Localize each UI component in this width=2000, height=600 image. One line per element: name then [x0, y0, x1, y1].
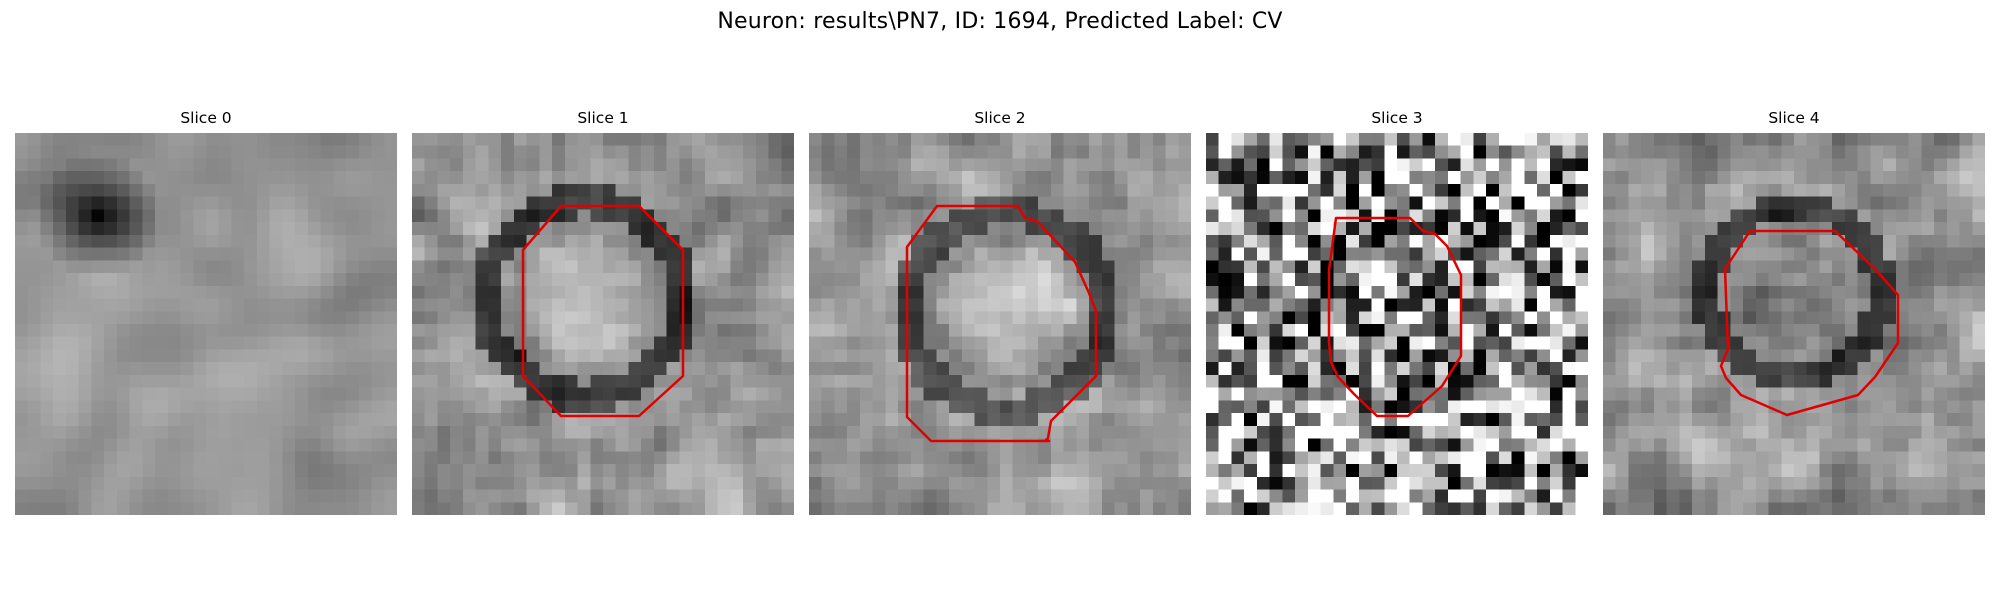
grayscale-image-4 — [1603, 133, 1985, 515]
segmentation-contour-4 — [1719, 229, 1900, 417]
slice-image-1 — [412, 133, 794, 515]
slice-title-4: Slice 4 — [1768, 109, 1820, 127]
slice-title-3: Slice 3 — [1371, 109, 1423, 127]
figure-title: Neuron: results\PN7, ID: 1694, Predicted… — [717, 9, 1283, 34]
slice-panel-1: Slice 1 — [412, 108, 794, 515]
contour-overlay-4 — [1719, 229, 1900, 417]
grayscale-image-3 — [1206, 133, 1588, 515]
slice-image-2 — [809, 133, 1191, 515]
slice-title-0: Slice 0 — [180, 109, 232, 127]
slice-image-0 — [15, 133, 397, 515]
grayscale-image-1 — [412, 133, 794, 515]
slice-panel-2: Slice 2 — [809, 108, 1191, 515]
slice-title-2: Slice 2 — [974, 109, 1026, 127]
slice-panel-0: Slice 0 — [15, 108, 397, 515]
segmentation-contour-3 — [1327, 216, 1463, 418]
grayscale-image-0 — [15, 133, 397, 515]
slice-panel-4: Slice 4 — [1603, 108, 1985, 515]
contour-overlay-3 — [1327, 216, 1463, 418]
slice-image-4 — [1603, 133, 1985, 515]
slice-panel-3: Slice 3 — [1206, 108, 1588, 515]
segmentation-contour-1 — [521, 204, 685, 418]
grayscale-image-2 — [809, 133, 1191, 515]
slice-title-1: Slice 1 — [577, 109, 629, 127]
contour-overlay-1 — [521, 204, 685, 418]
segmentation-contour-2 — [905, 204, 1098, 443]
slice-image-3 — [1206, 133, 1588, 515]
contour-overlay-2 — [905, 204, 1098, 443]
